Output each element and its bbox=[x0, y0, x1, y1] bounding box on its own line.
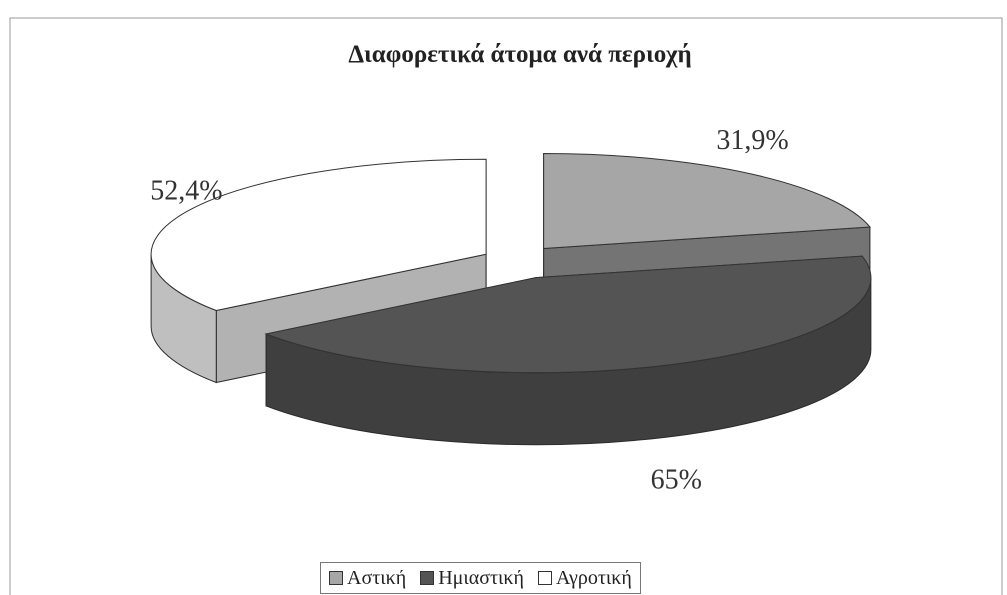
slice-top bbox=[264, 255, 872, 374]
slice-shade bbox=[266, 277, 871, 445]
chart-frame bbox=[9, 17, 1003, 595]
data-label: 31,9% bbox=[716, 125, 788, 156]
data-label: 65% bbox=[651, 465, 702, 496]
legend-item: Αστική bbox=[329, 567, 406, 590]
slice-top bbox=[543, 152, 871, 250]
slice-shade bbox=[151, 254, 217, 383]
legend-swatch bbox=[537, 571, 552, 585]
legend-item: Αγροτική bbox=[537, 566, 632, 590]
legend: Αστική Ημιαστική Αγροτική bbox=[320, 562, 641, 594]
legend-swatch bbox=[329, 571, 343, 585]
data-label: 52,4% bbox=[150, 176, 222, 207]
legend-label: Αγροτική bbox=[555, 566, 632, 589]
legend-swatch bbox=[420, 571, 435, 585]
legend-item: Ημιαστική bbox=[420, 567, 524, 590]
slice-top bbox=[150, 158, 487, 312]
legend-label: Αστική bbox=[347, 566, 407, 589]
legend-label: Ημιαστική bbox=[438, 566, 524, 589]
slice bbox=[264, 255, 872, 446]
chart-title: Διαφορετικά άτομα ανά περιοχή bbox=[348, 41, 691, 68]
